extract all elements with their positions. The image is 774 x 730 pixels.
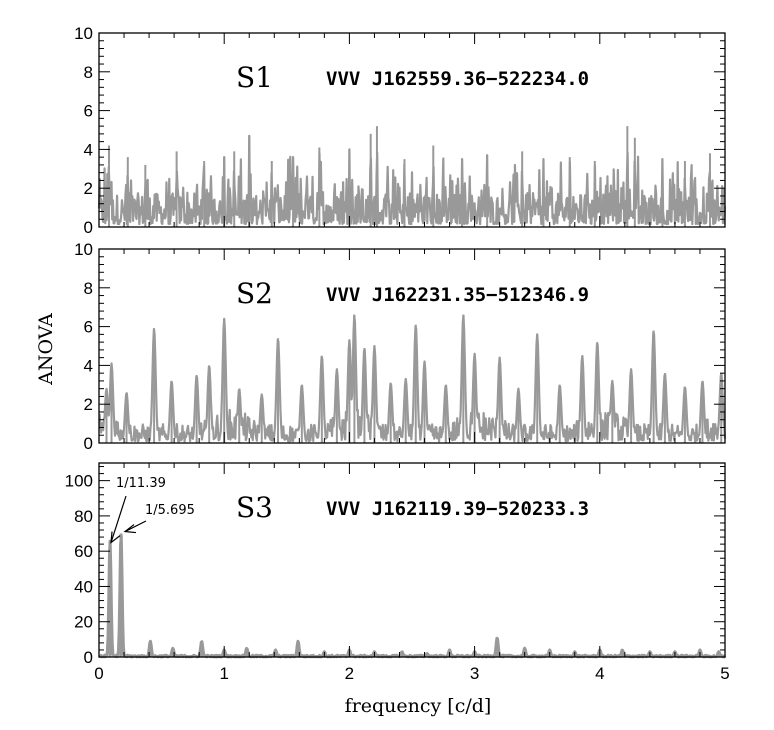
panel-s2: 0 2 4 6 8 10 S2 VVV J162231.35−512346.9 [74,240,727,453]
panel-label: S1 [236,61,273,94]
panel-label: S2 [236,277,273,310]
annotation-arrow [110,495,127,543]
y-tick-label: 0 [84,648,93,667]
x-tick-label: 3 [470,664,479,683]
star-id: VVV J162231.35−512346.9 [326,284,589,306]
y-tick-label: 8 [84,63,93,82]
x-axis-title: frequency [c/d] [345,695,492,717]
annotation-label: 1/11.39 [116,476,166,491]
y-tick-label: 4 [84,140,93,159]
panel-s3: 0 20 40 60 80 100 0 1 2 3 4 5 S3 VVV J162119.39−52023… [65,462,730,683]
plot-frame [98,32,726,228]
star-id: VVV J162559.36−522234.0 [326,68,589,90]
y-tick-label: 6 [84,318,93,337]
y-tick-label: 40 [74,577,93,596]
annotation-arrow [124,520,147,533]
x-tick-label: 1 [219,664,228,683]
panel-s1: 0 2 4 6 8 10 S1 VVV J162559.36−522234.0 [74,24,727,237]
plot-frame [98,248,726,444]
x-tick-label: 5 [720,664,729,683]
y-tick-label: 60 [74,542,93,561]
y-tick-label: 10 [74,240,93,259]
series-line [98,314,727,443]
series-line [98,534,727,659]
y-tick-label: 0 [84,218,93,237]
plot-frame [98,462,726,658]
y-tick-label: 0 [84,434,93,453]
y-tick-label: 2 [84,395,93,414]
y-tick-label: 2 [84,179,93,198]
y-tick-label: 80 [74,507,93,526]
annotation-arrowhead [110,531,121,544]
annotation-arrowhead [123,524,137,534]
y-tick-label: 20 [74,613,93,632]
annotation-label: 1/5.695 [145,503,195,518]
y-tick-label: 8 [84,279,93,298]
x-tick-label: 0 [94,664,103,683]
y-tick-label: 6 [84,102,93,121]
y-tick-label: 10 [74,24,93,43]
series-line [97,134,727,226]
x-tick-label: 4 [595,664,604,683]
y-tick-label: 100 [65,472,93,491]
y-axis-title: ANOVA [35,313,57,386]
y-tick-label: 4 [84,356,93,375]
star-id: VVV J162119.39−520233.3 [326,498,589,520]
panel-label: S3 [236,491,273,524]
x-tick-label: 2 [345,664,354,683]
